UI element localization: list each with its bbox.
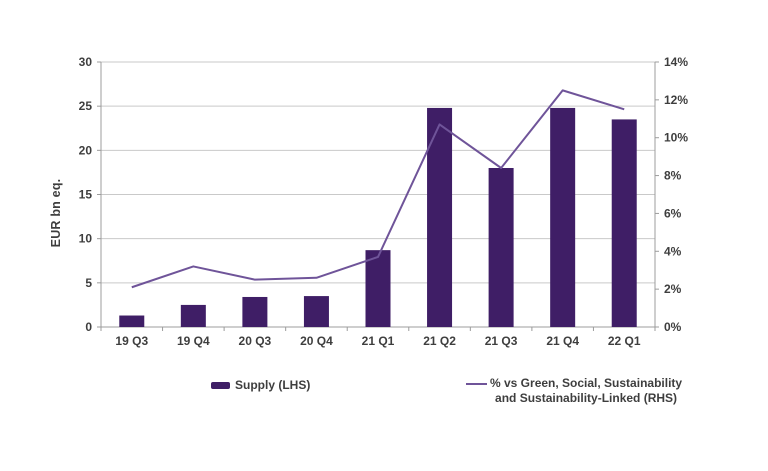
bar-20-q3: [242, 296, 268, 327]
legend-line-swatch: [466, 383, 487, 385]
x-axis-label-19-q4: 19 Q4: [177, 334, 210, 348]
legend-item-supply: Supply (LHS): [211, 378, 310, 392]
right-axis-tick-label: 14%: [664, 55, 688, 69]
bar-20-q4: [303, 296, 329, 327]
right-axis-tick-label: 6%: [664, 206, 682, 220]
x-axis-label-21-q4: 21 Q4: [546, 334, 579, 348]
right-axis-tick-label: 10%: [664, 131, 688, 145]
x-axis-label-21-q1: 21 Q1: [362, 334, 395, 348]
bar-19-q4: [180, 304, 206, 327]
legend-bar-swatch: [211, 381, 230, 389]
bar-21-q3: [488, 168, 514, 327]
bar-22-q1: [611, 119, 637, 328]
left-axis-tick-label: 5: [85, 276, 92, 290]
x-axis-label-20-q3: 20 Q3: [239, 334, 272, 348]
right-axis-tick-label: 4%: [664, 244, 682, 258]
percentage-line: [131, 89, 625, 289]
legend-line-label-line2: and Sustainability-Linked (RHS): [495, 391, 678, 405]
legend-line-label: % vs Green, Social, Sustainability and S…: [490, 376, 682, 406]
bar-21-q2: [427, 107, 453, 327]
right-axis-tick-label: 2%: [664, 282, 682, 296]
left-axis-tick-label: 20: [79, 143, 93, 157]
left-axis-tick-label: 0: [85, 320, 92, 334]
x-axis-label-22-q1: 22 Q1: [608, 334, 641, 348]
right-axis-tick-label: 0%: [664, 320, 682, 334]
y-axis-title: EUR bn eq.: [49, 178, 63, 248]
left-axis-tick-label: 10: [79, 232, 93, 246]
x-axis-label-21-q3: 21 Q3: [485, 334, 518, 348]
bar-19-q3: [119, 315, 145, 327]
left-axis-tick-label: 15: [79, 188, 93, 202]
left-axis-tick-label: 30: [79, 55, 93, 69]
legend-bar-label: Supply (LHS): [235, 378, 311, 392]
right-axis-tick-label: 12%: [664, 93, 688, 107]
right-axis-tick-label: 8%: [664, 169, 682, 183]
legend-line-label-line1: % vs Green, Social, Sustainability: [490, 376, 683, 390]
left-axis-tick-label: 25: [79, 99, 93, 113]
bar-21-q4: [550, 107, 576, 327]
legend-item-percentage: % vs Green, Social, Sustainability and S…: [466, 376, 682, 406]
x-axis-label-21-q2: 21 Q2: [423, 334, 456, 348]
x-axis-label-19-q3: 19 Q3: [115, 334, 148, 348]
x-axis-label-20-q4: 20 Q4: [300, 334, 333, 348]
bar-21-q1: [365, 250, 391, 327]
